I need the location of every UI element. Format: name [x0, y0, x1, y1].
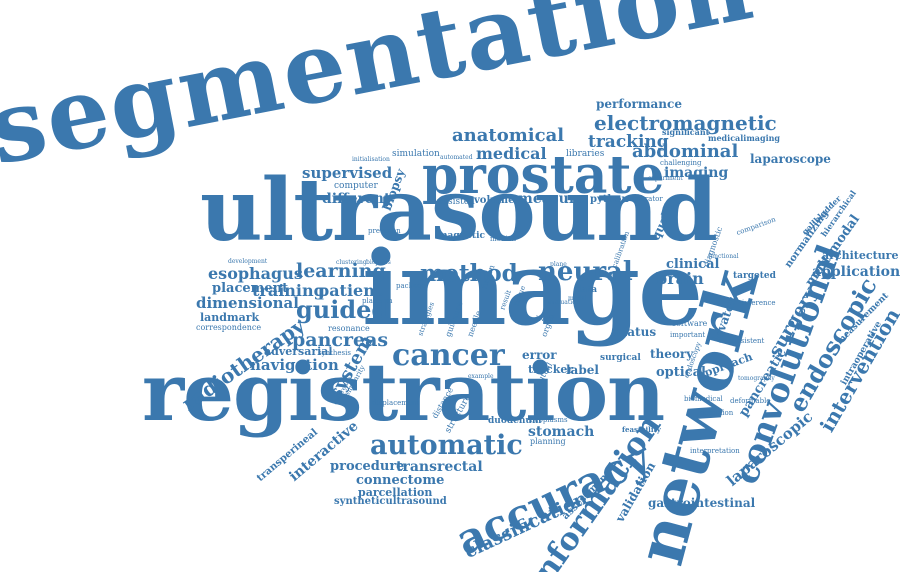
word-magnetic: magnetic: [438, 232, 485, 241]
word-measure: measure: [518, 192, 585, 206]
word-cancer: cancer: [392, 341, 505, 371]
word-landmark: landmark: [200, 312, 259, 323]
word-automatic: automatic: [370, 432, 523, 459]
word-tomography: tomography: [738, 376, 775, 382]
word-gastrointestinal: gastrointestinal: [648, 497, 755, 509]
word-theory: theory: [650, 348, 693, 360]
word-comparison: comparison: [736, 216, 777, 237]
word-data: data: [575, 286, 597, 295]
word-computer: computer: [334, 182, 378, 191]
word-brain: brain: [656, 271, 704, 287]
word-different: different: [322, 192, 390, 206]
word-medical: medical: [476, 146, 547, 162]
word-method: method: [420, 262, 518, 285]
word-biomedical: biomedical: [684, 396, 723, 403]
word-clustering: clustering: [336, 260, 367, 266]
word-correspondence: correspondence: [196, 324, 261, 332]
word-targeted: targeted: [733, 272, 776, 281]
word-plane: plane: [550, 262, 567, 268]
word-architecture: architecture: [822, 250, 898, 261]
word-assisted: assisted: [438, 198, 475, 207]
word-inference: inference: [742, 300, 776, 307]
word-label: label: [566, 364, 599, 376]
word-detection: detection: [700, 410, 733, 417]
word-optical: optical: [656, 366, 706, 379]
word-deformable: deformable: [730, 398, 770, 405]
word-planning: planning: [530, 438, 566, 446]
word-experiment: experiment: [648, 176, 683, 182]
word-example: example: [468, 374, 494, 380]
word-displacement: displacement: [372, 400, 419, 407]
word-syntheticultrasound: syntheticultrasound: [334, 497, 447, 507]
word-precision: precision: [368, 228, 401, 235]
word-dimensional: dimensional: [196, 296, 299, 311]
word-procedure: procedure: [330, 460, 404, 473]
word-software: software: [672, 320, 707, 328]
word-guided: guided: [296, 298, 388, 322]
word-python: python: [590, 195, 629, 205]
word-libraries: libraries: [566, 150, 604, 159]
word-surgical: surgical: [600, 354, 641, 363]
word-transrectal: transrectal: [396, 460, 483, 474]
word-neoplasms: neoplasms: [530, 417, 568, 424]
word-automated: automated: [440, 155, 473, 161]
word-biopsies: biopsies: [366, 260, 391, 266]
word-performance: performance: [596, 98, 682, 110]
word-package: package: [396, 283, 426, 290]
word-supervised: supervised: [302, 166, 392, 181]
word-volume: volume: [474, 196, 515, 206]
word-esophagus: esophagus: [208, 266, 303, 282]
word-consistent: consistent: [728, 338, 764, 345]
word-anatomical: anatomical: [452, 127, 564, 145]
word-interpretation: interpretation: [690, 448, 740, 455]
word-simulation: simulation: [392, 150, 440, 159]
word-evaluation: evaluation: [548, 300, 580, 306]
word-navigation: navigation: [250, 358, 339, 373]
word-initialisation: initialisation: [352, 157, 390, 163]
word-median: median: [490, 236, 516, 243]
word-development: development: [228, 259, 267, 265]
word-resonance: resonance: [328, 325, 370, 333]
word-hiatus: hiatus: [614, 326, 656, 338]
word-feasibility: feasibility: [622, 426, 661, 433]
word-significant: significant: [662, 128, 709, 136]
word-laparoscope: laparoscope: [750, 153, 831, 165]
word-operator: operator: [632, 196, 663, 203]
word-error: error: [522, 349, 557, 361]
word-important: important: [670, 332, 705, 339]
